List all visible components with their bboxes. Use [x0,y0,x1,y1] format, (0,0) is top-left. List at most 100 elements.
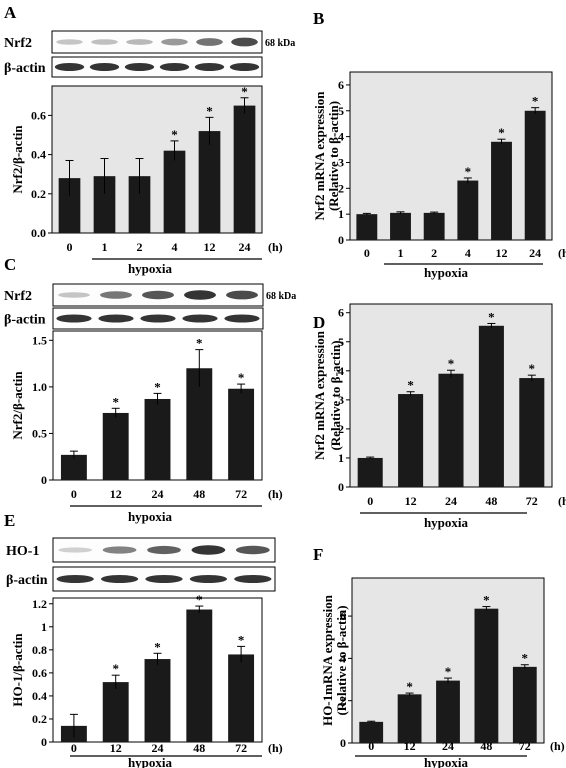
blot-band [231,37,258,47]
bar [357,457,383,487]
significance-star: * [196,336,203,351]
blot-band [147,545,181,555]
y-tick-label: 0 [41,473,47,487]
significance-star: * [498,125,505,140]
x-unit-label: (h) [268,240,283,254]
molecular-weight-label: 68 kDa [265,38,295,49]
significance-star: * [406,679,413,694]
x-unit-label: (h) [550,739,565,753]
bar [102,412,129,480]
y-tick-label: 0.8 [32,643,47,657]
bar [423,212,445,240]
y-tick-label: 3 [338,393,344,407]
plot-area [349,71,553,241]
x-tick-label: 1 [102,240,108,254]
plot-area [51,85,263,234]
x-tick-label: 0 [368,739,374,753]
y-tick-label: 1 [41,620,47,634]
bar [457,180,479,240]
x-tick-label: 12 [110,487,122,501]
bar [144,659,171,742]
blot-band [98,314,134,323]
x-axis-label: hypoxia [424,515,469,530]
significance-star: * [112,661,119,676]
blot-band [58,547,93,553]
blot-band [145,575,183,583]
x-tick-label: 72 [519,739,531,753]
significance-star: * [206,103,213,118]
bar [102,682,129,742]
x-tick-label: 12 [110,741,122,755]
x-tick-label: 4 [465,246,471,260]
significance-star: * [532,94,539,109]
x-tick-label: 24 [442,739,454,753]
significance-star: * [154,639,161,654]
bar [60,454,87,480]
blot-band [196,38,223,46]
bar [228,388,255,480]
blot-target-label: Nrf2 [4,36,32,51]
x-tick-label: 48 [193,487,205,501]
x-tick-label: 2 [137,240,143,254]
y-tick-label: 0.4 [31,148,46,162]
x-axis-label: hypoxia [424,755,469,768]
blot-band [226,290,258,300]
x-axis-label: hypoxia [128,261,173,276]
bar [93,176,116,233]
y-tick-label: 2 [338,181,344,195]
blot-target-strip [51,30,263,54]
x-tick-label: 4 [172,240,178,254]
x-tick-label: 48 [193,741,205,755]
significance-star: * [483,593,490,608]
bar [398,394,424,487]
blot-band [142,290,174,300]
blot-band [224,314,260,323]
blot-band [126,39,153,45]
x-tick-label: 1 [398,246,404,260]
blot-band [56,575,94,583]
significance-star: * [154,379,161,394]
bar [474,608,499,743]
significance-star: * [465,164,472,179]
blot-loading-strip [51,56,263,78]
panel-letter: B [313,9,324,28]
blot-band [189,575,228,583]
x-tick-label: 24 [239,240,251,254]
blot-band [100,291,132,299]
y-axis-label: Nrf2 mRNA expression [312,330,327,460]
y-axis-label: Nrf2/β-actin [10,125,25,194]
blot-target-label: Nrf2 [4,289,32,304]
significance-star: * [238,370,245,385]
blot-band [182,314,218,323]
x-tick-label: 0 [67,240,73,254]
x-axis-label: hypoxia [128,509,173,524]
y-tick-label: 0 [340,736,346,750]
bar [397,694,422,743]
significance-star: * [238,632,245,647]
bar [228,654,255,742]
y-axis-label-secondary: (Relative to β-actin) [334,605,349,715]
blot-target-label: HO-1 [6,544,39,559]
blot-band [229,63,260,71]
panel-letter: C [4,255,16,274]
significance-star: * [448,356,455,371]
blot-band [184,290,216,300]
bar [128,176,151,233]
blot-band [124,63,155,71]
blot-band [54,63,85,71]
x-tick-label: 24 [152,741,164,755]
y-axis-label: HO-1/β-actin [10,633,25,707]
bar [436,680,460,743]
panel-letter: E [4,511,15,530]
bar [491,141,512,240]
bar [478,325,504,487]
x-unit-label: (h) [558,246,566,260]
blot-band [234,575,272,583]
blot-band [56,314,92,323]
y-tick-label: 1 [338,451,344,465]
x-tick-label: 2 [431,246,437,260]
y-tick-label: 6 [338,306,344,320]
y-axis-label: HO-1mRNA expression [320,594,335,726]
x-tick-label: 0 [71,487,77,501]
y-tick-label: 0.2 [32,712,47,726]
